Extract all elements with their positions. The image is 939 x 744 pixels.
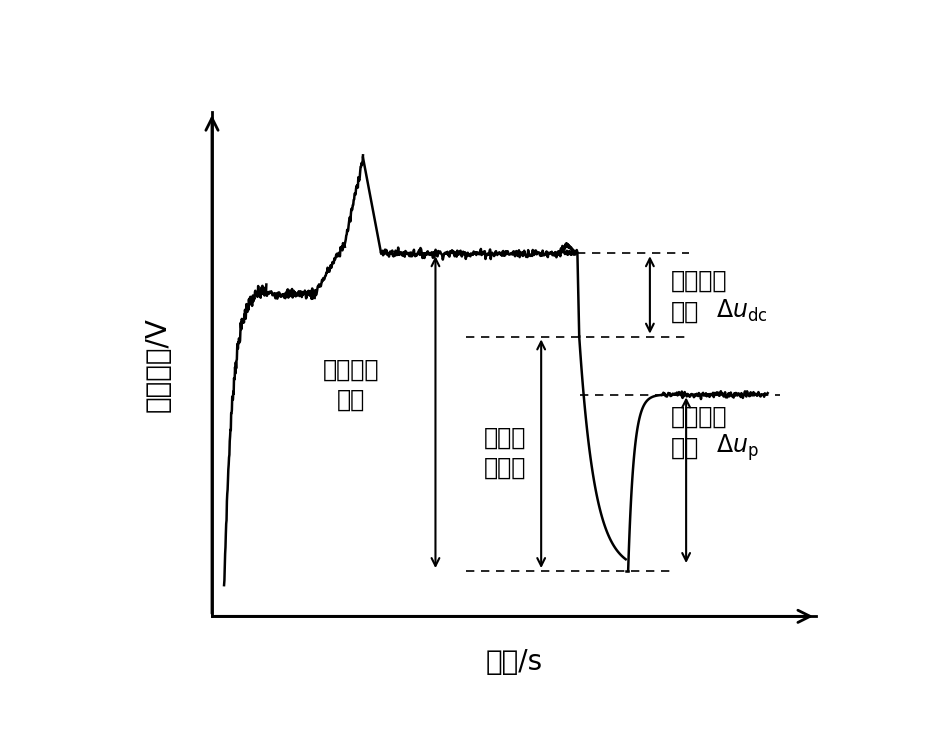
Text: 时间/s: 时间/s [485, 648, 543, 676]
Text: 压降: 压降 [671, 299, 700, 324]
Text: 压升: 压升 [671, 435, 700, 460]
Text: $\Delta u_{\rm dc}$: $\Delta u_{\rm dc}$ [716, 298, 768, 324]
Text: 电池电压/V: 电池电压/V [144, 317, 172, 411]
Text: 束阶段: 束阶段 [484, 455, 526, 480]
Text: 放电结: 放电结 [484, 426, 526, 449]
Text: $\Delta u_{\rm p}$: $\Delta u_{\rm p}$ [716, 432, 759, 463]
Text: 放电稳定: 放电稳定 [323, 357, 379, 382]
Text: 极化阻抗: 极化阻抗 [671, 405, 728, 429]
Text: 直流内阻: 直流内阻 [671, 269, 728, 293]
Text: 阶段: 阶段 [337, 388, 365, 411]
